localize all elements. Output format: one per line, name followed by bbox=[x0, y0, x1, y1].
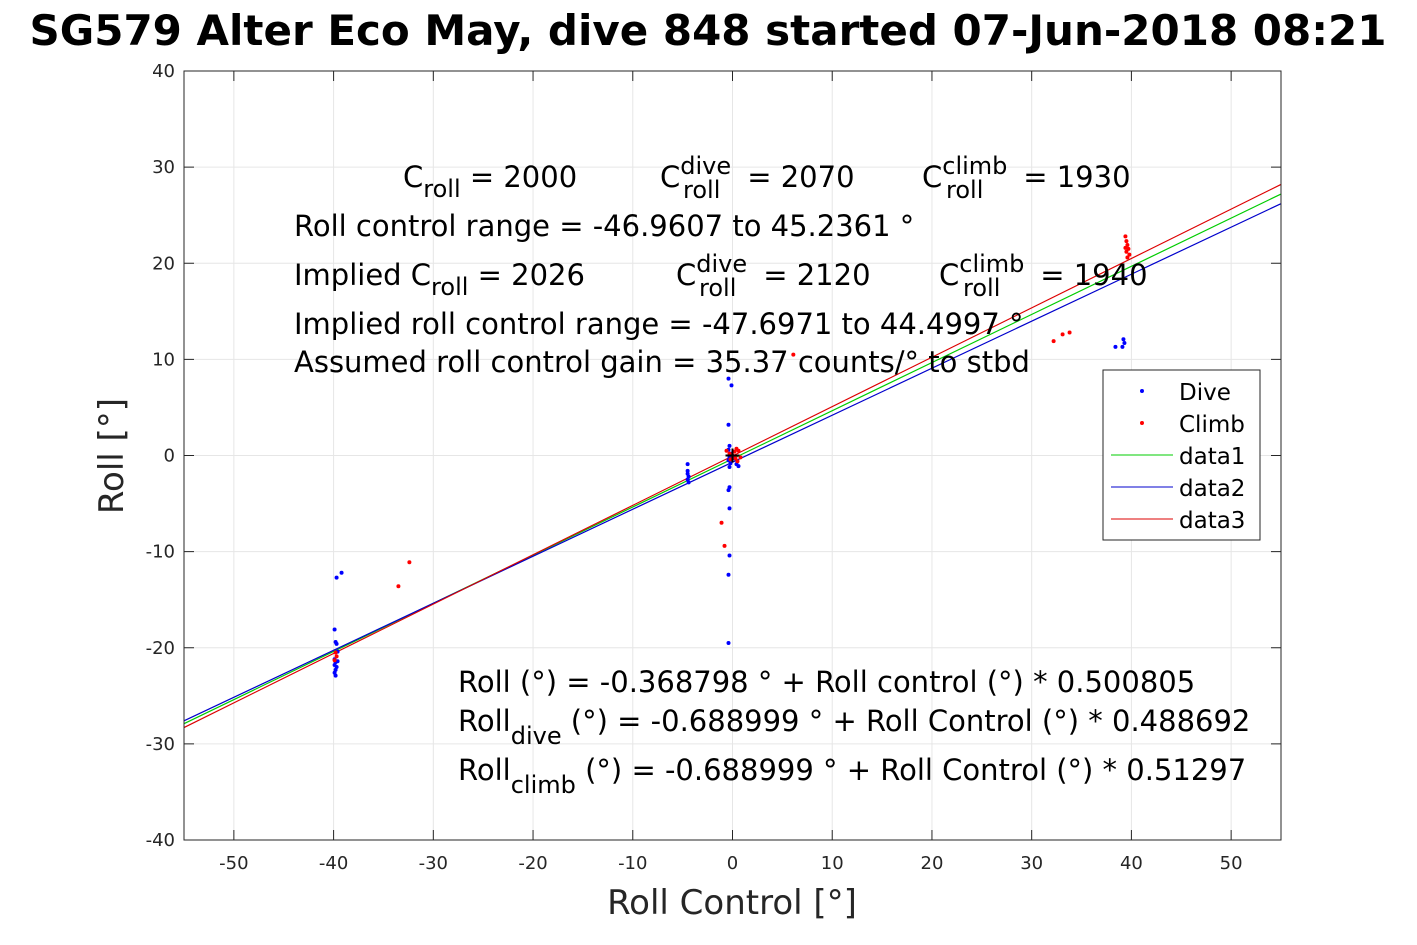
y-axis-label: Roll [°] bbox=[92, 398, 132, 514]
point-dive bbox=[727, 553, 732, 558]
point-dive bbox=[726, 640, 731, 645]
point-climb bbox=[1051, 339, 1056, 344]
chart-title: SG579 Alter Eco May, dive 848 started 07… bbox=[30, 6, 1387, 55]
data-points bbox=[332, 234, 1132, 678]
point-climb bbox=[1123, 245, 1128, 250]
y-tick-label: 30 bbox=[152, 157, 175, 178]
point-climb bbox=[791, 352, 796, 357]
legend-marker-dive bbox=[1140, 389, 1144, 393]
point-dive bbox=[726, 376, 731, 381]
y-tick-label: 10 bbox=[152, 349, 175, 370]
x-tick-label: 40 bbox=[1120, 853, 1143, 874]
y-tick-label: 20 bbox=[152, 253, 175, 274]
point-climb bbox=[407, 560, 412, 565]
annotation-range: Roll control range = -46.9607 to 45.2361… bbox=[294, 209, 914, 243]
point-climb bbox=[1124, 249, 1129, 254]
x-tick-label: -50 bbox=[219, 853, 248, 874]
x-tick-label: 50 bbox=[1220, 853, 1243, 874]
point-climb bbox=[736, 448, 741, 453]
point-climb bbox=[722, 543, 727, 548]
point-dive bbox=[1122, 341, 1127, 346]
point-dive bbox=[726, 422, 731, 427]
annotation-c-roll: Croll = 2000 bbox=[403, 160, 577, 203]
point-climb bbox=[1067, 330, 1072, 335]
annotation-implied-c-roll: Implied Croll = 2026 bbox=[294, 258, 585, 301]
x-tick-label: -40 bbox=[319, 853, 348, 874]
point-climb bbox=[396, 584, 401, 589]
legend-label-climb: Climb bbox=[1179, 412, 1245, 438]
point-climb bbox=[1125, 255, 1130, 260]
annotation-fit-dive: Rolldive (°) = -0.688999 ° + Roll Contro… bbox=[458, 704, 1250, 750]
point-dive bbox=[736, 464, 741, 469]
annotation-fit-all: Roll (°) = -0.368798 ° + Roll control (°… bbox=[458, 665, 1195, 699]
annotation-implied-c-dive: Cdive roll = 2120 bbox=[676, 250, 871, 302]
point-dive bbox=[686, 480, 691, 485]
point-dive bbox=[334, 641, 339, 646]
point-climb bbox=[333, 650, 338, 655]
point-dive bbox=[332, 627, 337, 632]
point-climb bbox=[719, 520, 724, 525]
axis-ticks: -50 -40 -30 -20 -10 0 10 20 30 40 50 -40 -30 -20 -10 0 1… bbox=[146, 61, 1281, 874]
x-axis-label: Roll Control [°] bbox=[607, 883, 857, 923]
point-dive bbox=[729, 383, 734, 388]
legend: Dive Climb data1 data2 data3 bbox=[1102, 369, 1261, 541]
point-climb bbox=[735, 459, 740, 464]
x-tick-label: -10 bbox=[618, 853, 647, 874]
point-dive bbox=[1121, 337, 1126, 342]
point-dive bbox=[726, 488, 731, 493]
y-tick-label: 0 bbox=[164, 446, 175, 467]
legend-marker-climb bbox=[1140, 421, 1144, 425]
annotation-gain: Assumed roll control gain = 35.37 counts… bbox=[294, 345, 1030, 379]
point-dive bbox=[727, 506, 732, 511]
point-climb bbox=[724, 448, 729, 453]
legend-label-data3: data3 bbox=[1179, 508, 1245, 534]
point-dive bbox=[1120, 344, 1125, 349]
point-dive bbox=[685, 462, 690, 467]
point-climb bbox=[1124, 239, 1129, 244]
point-dive bbox=[685, 468, 690, 473]
legend-label-data2: data2 bbox=[1179, 476, 1245, 502]
annotation-fit-climb: Rollclimb (°) = -0.688999 ° + Roll Contr… bbox=[458, 753, 1246, 799]
x-tick-label: -30 bbox=[419, 853, 448, 874]
point-climb bbox=[332, 658, 337, 663]
legend-label-dive: Dive bbox=[1179, 380, 1231, 406]
point-climb bbox=[1060, 332, 1065, 337]
point-climb bbox=[733, 456, 738, 461]
point-dive bbox=[339, 570, 344, 575]
point-climb bbox=[1123, 234, 1128, 239]
point-dive bbox=[727, 443, 732, 448]
point-climb bbox=[1125, 242, 1130, 247]
annotation-c-roll-climb: Cclimb roll = 1930 bbox=[922, 152, 1131, 204]
x-tick-label: 0 bbox=[727, 853, 738, 874]
point-dive bbox=[334, 575, 339, 580]
point-climb bbox=[334, 654, 339, 659]
annotation-implied-range: Implied roll control range = -47.6971 to… bbox=[294, 307, 1024, 341]
y-tick-label: -40 bbox=[146, 830, 175, 851]
y-tick-label: -10 bbox=[146, 542, 175, 563]
point-climb bbox=[1127, 252, 1132, 257]
x-tick-label: 10 bbox=[821, 853, 844, 874]
x-tick-label: -20 bbox=[518, 853, 547, 874]
annotation-c-roll-dive: Cdive roll = 2070 bbox=[660, 152, 855, 204]
legend-label-data1: data1 bbox=[1179, 444, 1245, 470]
point-dive bbox=[726, 572, 731, 577]
point-dive bbox=[727, 465, 732, 470]
y-tick-label: -20 bbox=[146, 638, 175, 659]
point-dive bbox=[1113, 344, 1118, 349]
y-tick-label: -30 bbox=[146, 734, 175, 755]
annotation-implied-c-climb: Cclimb roll = 1940 bbox=[939, 250, 1148, 302]
y-tick-label: 40 bbox=[152, 61, 175, 82]
x-tick-label: 20 bbox=[921, 853, 944, 874]
point-dive bbox=[333, 673, 338, 678]
x-tick-label: 30 bbox=[1020, 853, 1043, 874]
origin-cross-marker bbox=[725, 448, 740, 463]
